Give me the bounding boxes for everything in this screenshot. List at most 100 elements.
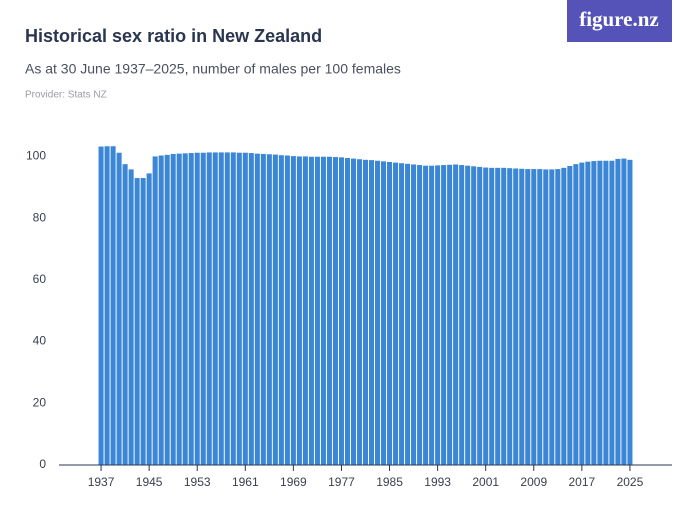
x-tick-label: 1977 xyxy=(328,475,355,489)
bar xyxy=(459,165,465,465)
bar xyxy=(104,146,110,465)
bar xyxy=(573,164,579,465)
bar xyxy=(579,162,585,465)
bar xyxy=(627,159,633,465)
bar xyxy=(290,156,296,465)
x-tick-label: 1985 xyxy=(376,475,403,489)
bar xyxy=(188,153,194,465)
y-tick-label: 0 xyxy=(39,457,46,471)
bar xyxy=(621,158,627,466)
bar xyxy=(387,161,393,466)
x-tick-label: 2009 xyxy=(520,475,547,489)
bar xyxy=(549,169,555,466)
bar xyxy=(417,165,423,465)
bar xyxy=(176,153,182,465)
bar xyxy=(308,156,314,466)
bar xyxy=(116,152,122,465)
chart-title: Historical sex ratio in New Zealand xyxy=(25,26,322,46)
bar xyxy=(537,169,543,465)
bar xyxy=(206,152,212,465)
bar xyxy=(296,156,302,465)
bar xyxy=(374,160,381,465)
bar xyxy=(519,168,525,465)
bar xyxy=(284,155,290,465)
bar xyxy=(615,158,621,465)
bar xyxy=(585,161,591,465)
bar xyxy=(98,146,104,465)
bar xyxy=(555,169,561,465)
y-tick-label: 20 xyxy=(33,395,47,409)
bar xyxy=(122,164,128,465)
bar xyxy=(609,160,615,465)
bar xyxy=(543,169,549,466)
bar xyxy=(368,160,375,466)
bar xyxy=(302,156,308,465)
bar xyxy=(411,164,417,466)
bar xyxy=(591,161,597,466)
bar xyxy=(272,154,278,465)
bar xyxy=(525,169,531,465)
bar xyxy=(212,152,218,465)
bar xyxy=(164,154,170,465)
bar xyxy=(513,168,519,465)
bar xyxy=(356,159,363,465)
bar xyxy=(489,167,495,466)
bar xyxy=(332,157,338,465)
bar xyxy=(477,166,483,466)
bar xyxy=(435,165,441,465)
bar xyxy=(501,167,507,466)
bar xyxy=(230,152,236,465)
y-tick-label: 60 xyxy=(33,272,47,286)
bar xyxy=(128,169,134,466)
bar xyxy=(194,152,200,465)
x-tick-label: 1953 xyxy=(184,475,211,489)
x-tick-label: 1969 xyxy=(280,475,307,489)
bar xyxy=(200,152,206,465)
bar xyxy=(170,153,176,465)
bar xyxy=(531,169,537,465)
bar xyxy=(423,165,429,465)
x-tick-label: 2001 xyxy=(472,475,499,489)
bar xyxy=(278,155,284,466)
bar xyxy=(447,164,453,465)
bar xyxy=(134,178,140,465)
x-tick-label: 1993 xyxy=(424,475,451,489)
plot-area: 0 20 40 60 80 100 1937 1945 1953 1961 1969 1977 1985… xyxy=(26,146,672,489)
y-tick-label: 100 xyxy=(26,149,46,163)
bar xyxy=(254,153,260,465)
bar xyxy=(242,152,248,465)
bar xyxy=(429,165,435,465)
bar xyxy=(110,146,116,465)
bar xyxy=(393,162,399,465)
bar xyxy=(182,153,188,466)
bar xyxy=(224,152,230,465)
bar xyxy=(483,167,489,465)
bar xyxy=(314,156,320,466)
bar xyxy=(218,152,224,465)
bar xyxy=(399,163,405,465)
y-tick-label: 80 xyxy=(33,210,47,224)
bar xyxy=(507,168,513,465)
logo-box xyxy=(567,0,672,42)
bar xyxy=(597,160,603,465)
logo: figure.nz xyxy=(579,7,659,31)
bar xyxy=(405,163,411,465)
bar xyxy=(146,173,152,465)
bar xyxy=(465,165,471,465)
bar xyxy=(158,155,164,465)
x-tick-label: 1961 xyxy=(232,475,259,489)
bar xyxy=(603,160,609,465)
chart-subtitle: As at 30 June 1937–2025, number of males… xyxy=(25,61,401,77)
bar xyxy=(561,167,567,466)
bar xyxy=(248,153,254,465)
bar xyxy=(344,157,350,465)
bar xyxy=(236,152,242,465)
x-tick-label: 1937 xyxy=(88,475,115,489)
bar xyxy=(338,157,344,465)
y-tick-label: 40 xyxy=(33,334,47,348)
bar xyxy=(260,153,266,465)
bar xyxy=(453,164,459,466)
bar xyxy=(381,161,387,465)
